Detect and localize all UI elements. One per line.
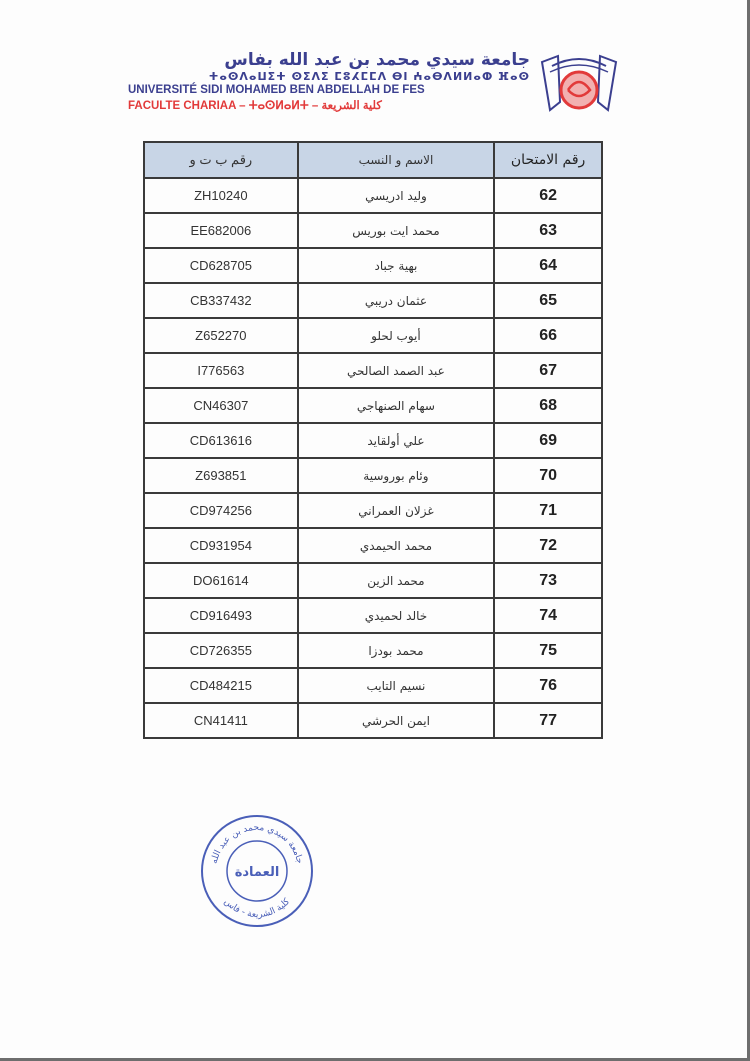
student-name-cell: عثمان دريبي: [296, 282, 496, 319]
student-id-cell: CD931954: [143, 527, 299, 564]
column-header-id: رقم ب ت و: [143, 141, 299, 179]
table-row: ZH10240 وليد ادريسي 62: [143, 177, 603, 214]
student-id-cell: CD613616: [143, 422, 299, 459]
student-id-cell: CD484215: [143, 667, 299, 704]
student-name-cell: عبد الصمد الصالحي: [296, 352, 496, 389]
student-name-cell: محمد ايت بوريس: [296, 212, 496, 249]
table-row: CB337432 عثمان دريبي 65: [143, 282, 603, 319]
student-name-cell: ايمن الحرشي: [296, 702, 496, 739]
exam-number-cell: 63: [493, 212, 603, 249]
exam-number-cell: 74: [493, 597, 603, 634]
student-id-cell: CD726355: [143, 632, 299, 669]
exam-number-cell: 69: [493, 422, 603, 459]
column-header-exam-number: رقم الامتحان: [493, 141, 603, 179]
svg-text:كلية الشريعة - فاس: كلية الشريعة - فاس: [222, 896, 293, 920]
exam-number-cell: 66: [493, 317, 603, 354]
student-id-cell: CD628705: [143, 247, 299, 284]
student-name-cell: محمد الحيمدي: [296, 527, 496, 564]
table-row: CD726355 محمد بودزا 75: [143, 632, 603, 669]
exam-list-table: رقم ب ت و الاسم و النسب رقم الامتحان ZH1…: [143, 141, 603, 739]
table-header-row: رقم ب ت و الاسم و النسب رقم الامتحان: [143, 141, 603, 179]
exam-number-cell: 76: [493, 667, 603, 704]
student-name-cell: وئام بوروسية: [296, 457, 496, 494]
table-row: CD613616 علي أولقايد 69: [143, 422, 603, 459]
exam-number-cell: 72: [493, 527, 603, 564]
scan-edge-bottom: [0, 1058, 750, 1061]
student-id-cell: Z652270: [143, 317, 299, 354]
table-row: Z652270 أيوب لحلو 66: [143, 317, 603, 354]
student-name-cell: خالد لحميدي: [296, 597, 496, 634]
table-row: I776563 عبد الصمد الصالحي 67: [143, 352, 603, 389]
svg-text:جامعة سيدي محمد بن عبد الله: جامعة سيدي محمد بن عبد الله: [210, 823, 305, 865]
student-id-cell: DO61614: [143, 562, 299, 599]
student-name-cell: محمد بودزا: [296, 632, 496, 669]
student-name-cell: أيوب لحلو: [296, 317, 496, 354]
student-name-cell: نسيم التايب: [296, 667, 496, 704]
column-header-name: الاسم و النسب: [296, 141, 496, 179]
student-id-cell: I776563: [143, 352, 299, 389]
university-arabic-name: جامعة سيدي محمد بن عبد الله بفاس: [224, 50, 530, 70]
faculty-name: FACULTE CHARIAA – ⵜⴰⵙⵍⴰⵍⵜ – كلية الشريعة: [128, 100, 382, 112]
exam-number-cell: 62: [493, 177, 603, 214]
table-row: CN41411 ايمن الحرشي 77: [143, 702, 603, 739]
student-name-cell: غزلان العمراني: [296, 492, 496, 529]
student-id-cell: CD974256: [143, 492, 299, 529]
table-row: EE682006 محمد ايت بوريس 63: [143, 212, 603, 249]
student-name-cell: محمد الزين: [296, 562, 496, 599]
student-id-cell: ZH10240: [143, 177, 299, 214]
student-id-cell: EE682006: [143, 212, 299, 249]
table-row: CD931954 محمد الحيمدي 72: [143, 527, 603, 564]
university-logo: [540, 54, 618, 112]
exam-number-cell: 67: [493, 352, 603, 389]
table-row: CD916493 خالد لحميدي 74: [143, 597, 603, 634]
table-row: DO61614 محمد الزين 73: [143, 562, 603, 599]
table-row: CD628705 بهية جباد 64: [143, 247, 603, 284]
university-tifinagh-name: ⵜⴰⵙⴷⴰⵡⵉⵜ ⵙⵉⴷⵉ ⵎⵓⵃⵎⵎⴷ ⴱⵏ ⵄⴰⴱⴷⵍⵍⴰⵀ ⴼⴰⵙ: [208, 70, 530, 83]
table-row: CN46307 سهام الصنهاجي 68: [143, 387, 603, 424]
table-row: Z693851 وئام بوروسية 70: [143, 457, 603, 494]
university-header: جامعة سيدي محمد بن عبد الله بفاس ⵜⴰⵙⴷⴰⵡⵉ…: [120, 50, 620, 112]
student-name-cell: وليد ادريسي: [296, 177, 496, 214]
student-id-cell: CB337432: [143, 282, 299, 319]
table-row: CD974256 غزلان العمراني 71: [143, 492, 603, 529]
exam-number-cell: 73: [493, 562, 603, 599]
exam-number-cell: 68: [493, 387, 603, 424]
faculty-stamp: جامعة سيدي محمد بن عبد الله كلية الشريعة…: [201, 815, 313, 927]
student-id-cell: Z693851: [143, 457, 299, 494]
university-french-name: UNIVERSITÉ SIDI MOHAMED BEN ABDELLAH DE …: [128, 84, 425, 96]
student-name-cell: علي أولقايد: [296, 422, 496, 459]
exam-number-cell: 75: [493, 632, 603, 669]
exam-number-cell: 77: [493, 702, 603, 739]
exam-number-cell: 70: [493, 457, 603, 494]
table-row: CD484215 نسيم التايب 76: [143, 667, 603, 704]
exam-number-cell: 65: [493, 282, 603, 319]
svg-text:العمادة: العمادة: [235, 865, 280, 880]
student-name-cell: بهية جباد: [296, 247, 496, 284]
student-id-cell: CD916493: [143, 597, 299, 634]
student-id-cell: CN41411: [143, 702, 299, 739]
exam-number-cell: 64: [493, 247, 603, 284]
exam-number-cell: 71: [493, 492, 603, 529]
student-name-cell: سهام الصنهاجي: [296, 387, 496, 424]
student-id-cell: CN46307: [143, 387, 299, 424]
scan-edge-right: [747, 0, 750, 1061]
